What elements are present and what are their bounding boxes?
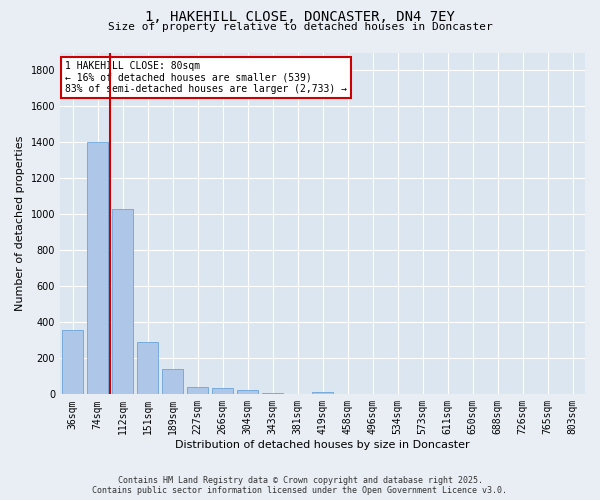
Bar: [312, 392, 333, 394]
Bar: [262, 392, 283, 394]
Text: Size of property relative to detached houses in Doncaster: Size of property relative to detached ho…: [107, 22, 493, 32]
Bar: [237, 390, 258, 394]
Bar: [162, 369, 183, 394]
Bar: [187, 387, 208, 394]
Text: Contains HM Land Registry data © Crown copyright and database right 2025.
Contai: Contains HM Land Registry data © Crown c…: [92, 476, 508, 495]
Bar: [212, 388, 233, 394]
Y-axis label: Number of detached properties: Number of detached properties: [15, 136, 25, 311]
Text: 1 HAKEHILL CLOSE: 80sqm
← 16% of detached houses are smaller (539)
83% of semi-d: 1 HAKEHILL CLOSE: 80sqm ← 16% of detache…: [65, 61, 347, 94]
X-axis label: Distribution of detached houses by size in Doncaster: Distribution of detached houses by size …: [175, 440, 470, 450]
Bar: [112, 209, 133, 394]
Bar: [137, 342, 158, 394]
Bar: [62, 330, 83, 394]
Bar: [87, 142, 108, 394]
Text: 1, HAKEHILL CLOSE, DONCASTER, DN4 7EY: 1, HAKEHILL CLOSE, DONCASTER, DN4 7EY: [145, 10, 455, 24]
